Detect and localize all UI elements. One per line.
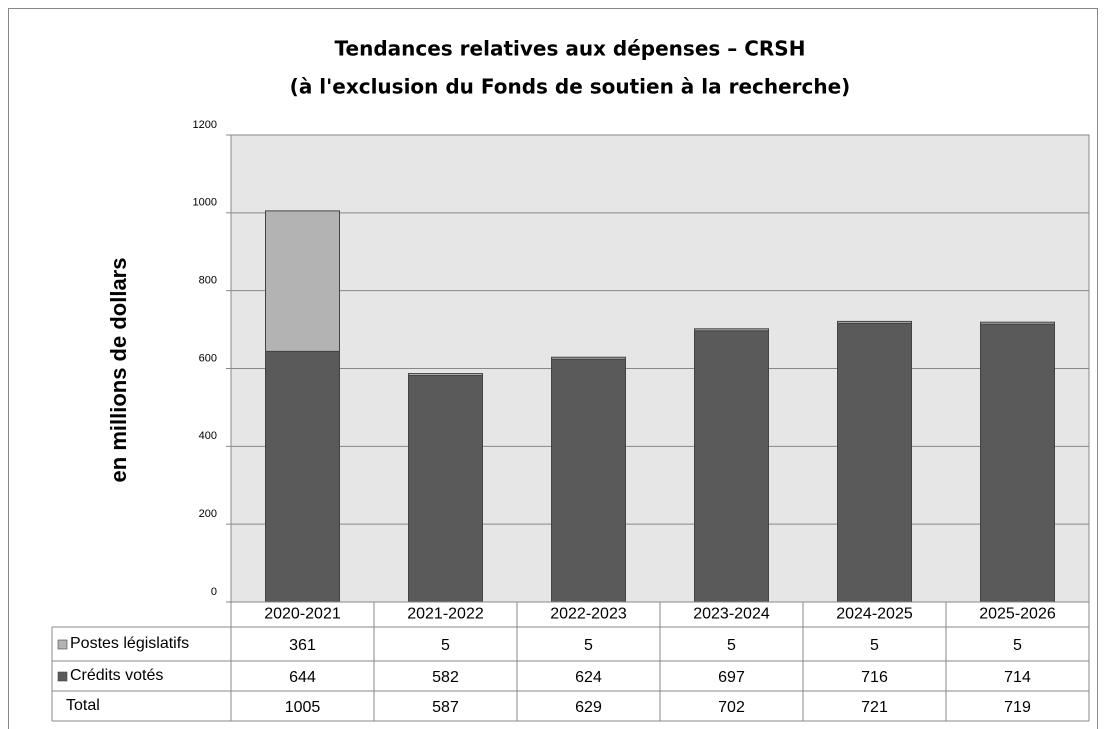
table-value: 5	[870, 637, 879, 654]
table-total: 629	[575, 699, 602, 716]
legend-swatch	[57, 639, 68, 650]
table-value: 5	[1013, 637, 1022, 654]
legend-label: Crédits votés	[70, 667, 163, 684]
table-value: 644	[289, 669, 316, 686]
y-tick-label: 800	[199, 275, 217, 287]
bar-segment	[694, 328, 769, 332]
bar-segment	[837, 322, 912, 603]
table-total: 721	[861, 699, 888, 716]
table-value: 361	[289, 637, 316, 654]
x-tick-label: 2020-2021	[264, 606, 341, 623]
table-total: 587	[432, 699, 459, 716]
chart-subtitle: (à l'exclusion du Fonds de soutien à la …	[290, 75, 851, 99]
bar-segment	[694, 330, 769, 603]
y-tick-label: 0	[211, 586, 217, 598]
bar-segment	[551, 356, 626, 360]
table-value: 5	[584, 637, 593, 654]
legend-label: Postes législatifs	[70, 635, 189, 652]
x-tick-label: 2024-2025	[836, 606, 913, 623]
table-value: 716	[861, 669, 888, 686]
bar-segment	[408, 375, 483, 603]
table-total: 1005	[285, 699, 321, 716]
table-total: 702	[718, 699, 745, 716]
x-tick-label: 2021-2022	[407, 606, 484, 623]
x-tick-label: 2025-2026	[979, 606, 1056, 623]
bar-segment	[265, 350, 340, 603]
y-tick-label: 600	[199, 352, 217, 364]
y-tick-label: 200	[199, 508, 217, 520]
table-value: 697	[718, 669, 745, 686]
bar-segment	[408, 373, 483, 377]
y-axis-label: en millions de dollars	[106, 258, 131, 483]
bar-segment	[837, 320, 912, 324]
y-tick-label: 400	[199, 430, 217, 442]
chart-title: Tendances relatives aux dépenses – CRSH	[335, 37, 806, 61]
table-value: 714	[1004, 669, 1031, 686]
table-value: 5	[727, 637, 736, 654]
table-total: 719	[1004, 699, 1031, 716]
y-tick-label: 1200	[193, 119, 217, 131]
bar-segment	[980, 321, 1055, 325]
x-tick-label: 2022-2023	[550, 606, 627, 623]
bar-segment	[551, 358, 626, 603]
x-tick-label: 2023-2024	[693, 606, 770, 623]
bar-segment	[265, 210, 340, 352]
legend-swatch	[57, 671, 68, 682]
table-value: 624	[575, 669, 602, 686]
y-tick-label: 1000	[193, 197, 217, 209]
total-label: Total	[66, 697, 100, 714]
table-value: 582	[432, 669, 459, 686]
bar-segment	[980, 323, 1055, 603]
table-value: 5	[441, 637, 450, 654]
